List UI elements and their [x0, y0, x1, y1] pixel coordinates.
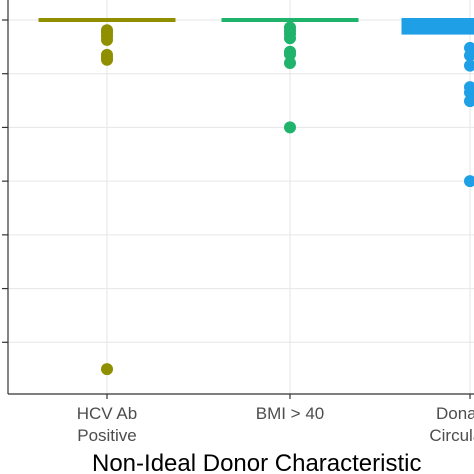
data-point — [464, 59, 474, 72]
data-point — [464, 95, 474, 108]
data-point — [101, 33, 113, 46]
x-tick-label: Circulatory — [429, 426, 474, 445]
box-layer — [38, 18, 474, 35]
data-point — [284, 121, 296, 134]
data-point — [284, 56, 296, 69]
data-point — [101, 53, 113, 66]
x-tick-label: Donation — [436, 404, 474, 423]
data-point — [464, 49, 474, 62]
x-tick-labels: HCV Ab Positive BMI > 40 Donation Circulator… — [77, 404, 474, 445]
data-point — [284, 48, 296, 61]
box-3 — [401, 18, 474, 35]
x-tick-label: BMI > 40 — [256, 404, 325, 423]
data-point — [284, 32, 296, 45]
axes — [2, 0, 474, 399]
data-point — [464, 175, 474, 188]
x-axis-title: Non-Ideal Donor Characteristic — [92, 450, 421, 474]
point-layer — [101, 21, 474, 376]
grid-lines — [8, 0, 474, 394]
x-tick-label: Positive — [77, 426, 137, 445]
data-point — [101, 363, 113, 376]
x-tick-label: HCV Ab — [77, 404, 137, 423]
